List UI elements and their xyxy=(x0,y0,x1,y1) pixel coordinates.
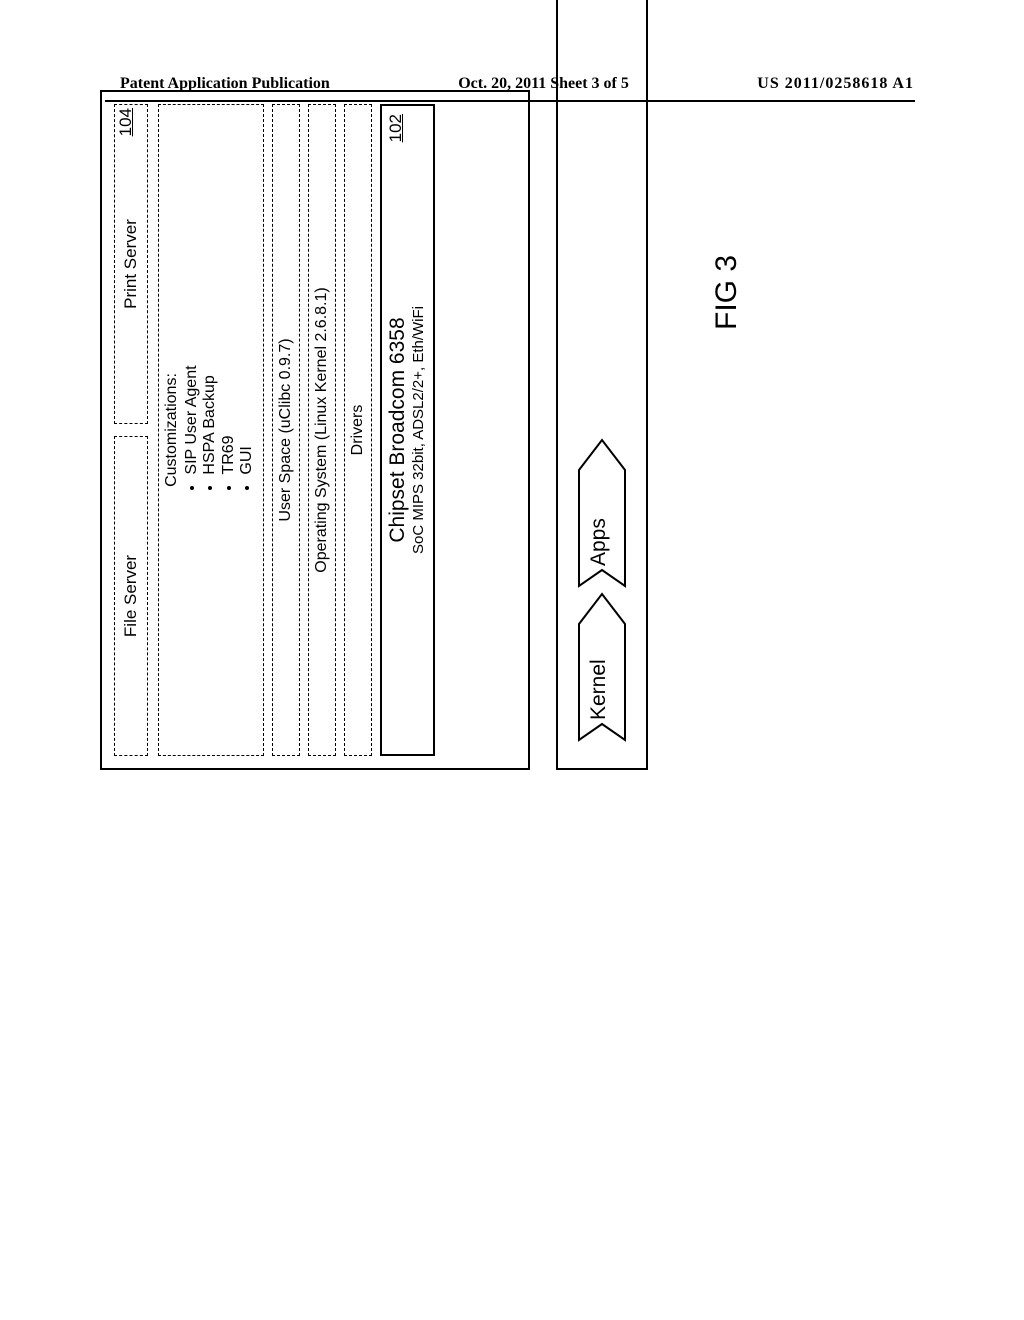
customizations-title: Customizations: xyxy=(163,113,181,747)
file-server-label: File Server xyxy=(121,555,140,637)
cust-item: HSPA Backup xyxy=(201,365,219,474)
figure-label: FIG 3 xyxy=(710,255,744,330)
print-server-label: Print Server xyxy=(121,219,140,309)
cust-item: SIP User Agent xyxy=(183,365,201,474)
drivers-label: Drivers xyxy=(349,405,366,456)
figure-3: File Server Print Server 104 Customizati… xyxy=(100,0,570,770)
customizations-box: Customizations: SIP User Agent HSPA Back… xyxy=(158,104,264,756)
kernel-chevron: Kernel xyxy=(577,592,627,742)
file-server-box: File Server xyxy=(114,436,148,756)
cust-item: TR69 xyxy=(220,365,238,474)
reference-104: 104 xyxy=(116,108,136,136)
chipset-line1: Chipset Broadcom 6358 xyxy=(386,106,410,754)
drivers-box: Drivers xyxy=(344,104,372,756)
os-box: Operating System (Linux Kernel 2.6.8.1) xyxy=(308,104,336,756)
apps-label: Apps xyxy=(587,518,610,566)
customizations-list: SIP User Agent HSPA Backup TR69 GUI xyxy=(183,365,257,494)
header-right: US 2011/0258618 A1 xyxy=(757,75,914,93)
user-space-label: User Space (uClibc 0.9.7) xyxy=(277,338,294,521)
apps-chevron: Apps xyxy=(577,438,627,588)
kernel-apps-box: Kernel Apps xyxy=(556,0,648,770)
chipset-line2: SoC MIPS 32bit, ADSL2/2+, Eth/WiFi xyxy=(410,106,427,754)
print-server-box: Print Server xyxy=(114,104,148,424)
kernel-label: Kernel xyxy=(587,659,610,720)
cust-item: GUI xyxy=(238,365,256,474)
os-label: Operating System (Linux Kernel 2.6.8.1) xyxy=(313,287,330,572)
user-space-box: User Space (uClibc 0.9.7) xyxy=(272,104,300,756)
reference-102: 102 xyxy=(386,114,406,142)
chipset-box: Chipset Broadcom 6358 SoC MIPS 32bit, AD… xyxy=(380,104,435,756)
software-stack-box: File Server Print Server 104 Customizati… xyxy=(100,90,530,770)
